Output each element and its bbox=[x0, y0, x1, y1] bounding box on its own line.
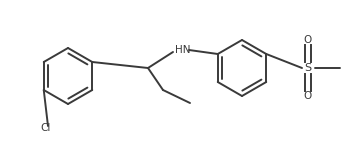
Text: HN: HN bbox=[175, 45, 190, 55]
Text: O: O bbox=[304, 35, 312, 45]
Text: S: S bbox=[304, 63, 312, 73]
Text: O: O bbox=[304, 91, 312, 101]
Text: Cl: Cl bbox=[40, 123, 51, 133]
